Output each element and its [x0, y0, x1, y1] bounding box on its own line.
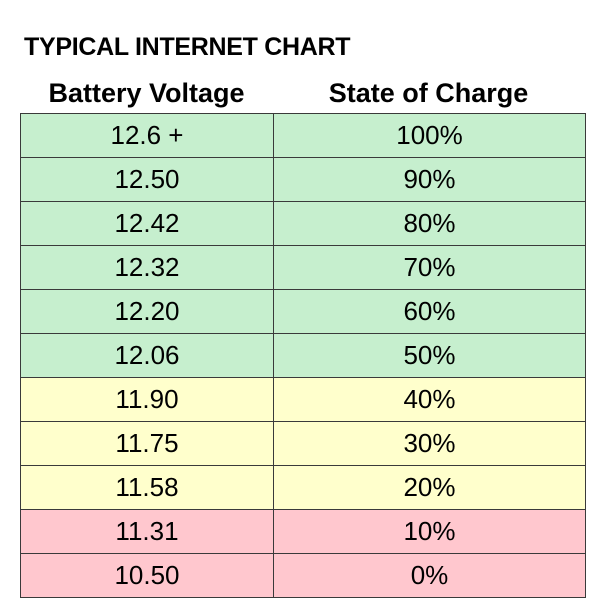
column-header-battery-voltage: Battery Voltage	[48, 78, 245, 108]
state-of-charge-cell: 20%	[273, 465, 586, 510]
voltage-cell: 11.90	[20, 377, 274, 422]
state-of-charge-cell: 60%	[273, 289, 586, 334]
table-row: 10.50 0%	[20, 553, 586, 598]
state-of-charge-cell: 40%	[273, 377, 586, 422]
table-row: 12.06 50%	[20, 333, 586, 378]
voltage-cell: 11.31	[20, 509, 274, 554]
state-of-charge-cell: 70%	[273, 245, 586, 290]
state-of-charge-cell: 100%	[273, 113, 586, 158]
table-row: 11.75 30%	[20, 421, 586, 466]
table-row: 12.50 90%	[20, 157, 586, 202]
table-row: 12.20 60%	[20, 289, 586, 334]
voltage-cell: 11.58	[20, 465, 274, 510]
state-of-charge-cell: 10%	[273, 509, 586, 554]
voltage-cell: 12.32	[20, 245, 274, 290]
state-of-charge-cell: 80%	[273, 201, 586, 246]
table-row: 11.31 10%	[20, 509, 586, 554]
table-row: 11.90 40%	[20, 377, 586, 422]
state-of-charge-cell: 50%	[273, 333, 586, 378]
voltage-cell: 12.42	[20, 201, 274, 246]
table-row: 12.6 +100%	[20, 113, 586, 158]
state-of-charge-cell: 30%	[273, 421, 586, 466]
voltage-cell: 12.20	[20, 289, 274, 334]
column-header-state-of-charge: State of Charge	[328, 78, 529, 108]
table-row: 11.58 20%	[20, 465, 586, 510]
voltage-charge-table: 12.6 +100% 12.50 90% 12.42 80% 12.32 70% 12.20 6…	[20, 113, 586, 598]
voltage-cell: 12.50	[20, 157, 274, 202]
voltage-cell: 11.75	[20, 421, 274, 466]
state-of-charge-cell: 0%	[273, 553, 586, 598]
chart-title: TYPICAL INTERNET CHART	[24, 33, 351, 61]
table-body: 12.6 +100% 12.50 90% 12.42 80% 12.32 70% 12.20 6…	[20, 113, 586, 598]
voltage-cell: 12.6 +	[20, 113, 274, 158]
voltage-cell: 10.50	[20, 553, 274, 598]
table-row: 12.42 80%	[20, 201, 586, 246]
table-row: 12.32 70%	[20, 245, 586, 290]
voltage-cell: 12.06	[20, 333, 274, 378]
state-of-charge-cell: 90%	[273, 157, 586, 202]
